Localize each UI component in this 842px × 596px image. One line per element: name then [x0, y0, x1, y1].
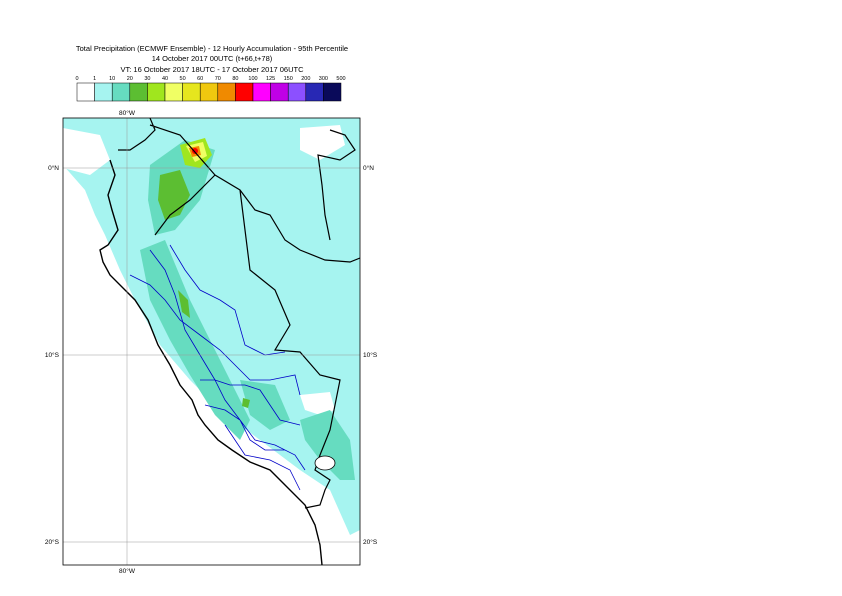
- title-line-1: Total Precipitation (ECMWF Ensemble) - 1…: [75, 44, 349, 53]
- legend-tick-label: 500: [336, 76, 345, 82]
- legend-tick-label: 1: [93, 76, 96, 82]
- regional-borders: [129, 244, 306, 491]
- legend-tick-label: 200: [301, 76, 310, 82]
- dry-patch-1: [63, 128, 110, 175]
- national-border-colombia: [317, 129, 356, 241]
- legend-tick-label: 20: [127, 76, 133, 82]
- legend-tick-label: 300: [319, 76, 328, 82]
- lat-label-left-20s: 20°S: [45, 538, 60, 546]
- precipitation-legend: 0 1 10 20 30 40 50 60 70 80 100 125 150 200 300 500: [75, 76, 346, 102]
- lat-label-right-20s: 20°S: [363, 538, 378, 546]
- precip-field-green-3: [242, 398, 250, 408]
- legend-tick-label: 10: [109, 76, 115, 82]
- legend-tick-label: 125: [266, 76, 275, 82]
- legend-tick-label: 70: [215, 76, 221, 82]
- legend-tick-label: 50: [180, 76, 186, 82]
- legend-tick-label: 150: [284, 76, 293, 82]
- precip-field-green-2: [178, 290, 190, 318]
- lat-label-left-10s: 10°S: [45, 351, 60, 359]
- dry-patch-2: [300, 392, 335, 415]
- map-frame: [62, 117, 361, 566]
- precip-field-red: [192, 148, 198, 154]
- precip-field-moderate-3: [300, 410, 355, 480]
- legend-tick-label: 0: [75, 76, 78, 82]
- lon-label-bottom: 80°W: [119, 567, 136, 575]
- legend-tick-label: 40: [162, 76, 168, 82]
- legend-tick-label: 80: [232, 76, 238, 82]
- precip-field-moderate-2: [140, 240, 250, 440]
- lat-label-left-0: 0°N: [48, 164, 59, 172]
- precip-field-moderate-4: [240, 380, 290, 430]
- coastline: [99, 159, 323, 565]
- precip-field-green: [158, 170, 190, 220]
- lat-label-right-10s: 10°S: [363, 351, 378, 359]
- legend-swatch: [323, 82, 342, 102]
- national-border-ecuador: [154, 174, 216, 236]
- dry-patch-3: [300, 125, 345, 160]
- lon-label-top: 80°W: [119, 109, 136, 117]
- title-line-3: VT: 16 October 2017 18UTC - 17 October 2…: [120, 65, 304, 74]
- national-border-east: [239, 189, 341, 509]
- legend-tick-label: 100: [248, 76, 257, 82]
- legend-tick-label: 30: [144, 76, 150, 82]
- legend-tick-label: 60: [197, 76, 203, 82]
- lat-label-right-0: 0°N: [363, 164, 374, 172]
- title-line-2: 14 October 2017 00UTC (t+66,t+78): [151, 54, 273, 63]
- lake-titicaca: [314, 455, 336, 471]
- national-border-north: [118, 118, 360, 263]
